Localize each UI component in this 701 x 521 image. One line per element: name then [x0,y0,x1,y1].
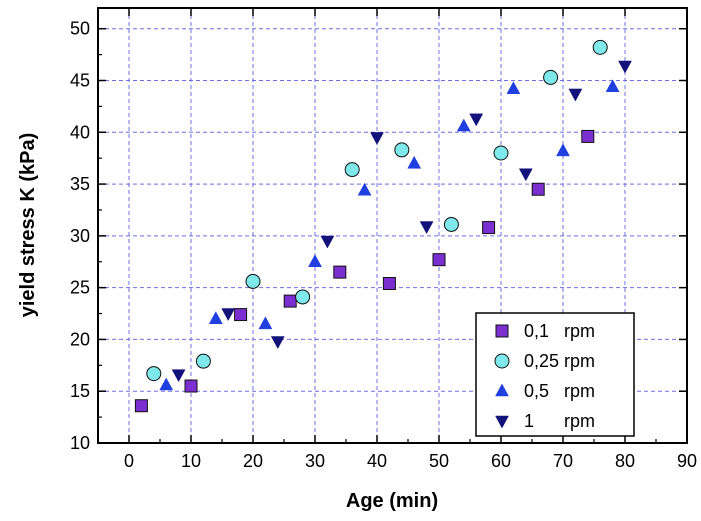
x-tick-label: 80 [615,451,635,471]
y-tick-label: 45 [70,71,90,91]
data-point [456,118,471,132]
y-tick-label: 25 [70,278,90,298]
x-tick-labels: 0 10 20 30 40 50 60 70 80 90 [124,451,697,471]
x-tick-label: 70 [553,451,573,471]
data-point [295,289,311,305]
y-tick-label: 15 [70,381,90,401]
data-point [432,253,446,267]
legend-marker [495,383,509,397]
y-tick-labels: 10 15 20 25 30 35 40 45 50 [70,19,90,453]
data-point [344,162,360,178]
y-tick-label: 10 [70,433,90,453]
x-tick-label: 0 [124,451,134,471]
data-point [469,113,484,127]
data-point [518,168,533,182]
data-point [543,69,559,85]
x-tick-label: 90 [677,451,697,471]
plot-frame [97,7,688,444]
data-point [556,143,570,157]
data-point [493,145,509,161]
data-point [208,311,223,324]
data-point [283,294,297,308]
y-axis-title: yield stress K (kPa) [17,133,39,318]
series-3 [159,79,620,391]
data-point [270,336,285,350]
legend-marker [495,415,509,429]
data-point [221,308,236,322]
data-point [308,254,322,267]
data-point [171,369,186,383]
legend-marker [495,324,509,338]
series-2 [146,39,608,382]
data-point [184,379,198,393]
y-tick-label: 40 [70,122,90,142]
data-point [407,155,422,169]
legend-label: 0,5 rpm [524,381,595,401]
data-point [245,273,261,289]
data-point [146,366,162,382]
data-points [134,39,632,413]
data-point [568,88,583,102]
y-tick-label: 50 [70,19,90,39]
data-point [482,221,496,235]
data-point [605,79,620,92]
series-1 [134,129,595,413]
data-point [581,129,595,143]
x-axis-title: Age (min) [346,490,438,512]
legend-label: 0,1 rpm [524,321,595,341]
data-point [592,39,608,55]
y-tick-label: 30 [70,226,90,246]
y-tick-label: 20 [70,329,90,349]
legend-marker [494,353,510,369]
data-point [618,60,632,74]
x-tick-label: 30 [305,451,325,471]
x-tick-label: 50 [429,451,449,471]
legend-label: 1 rpm [524,411,595,431]
data-point [382,277,396,290]
y-tick-label: 35 [70,174,90,194]
legend-label: 0,25 rpm [524,351,595,371]
data-point [531,182,545,196]
legend: 0,1 rpm 0,25 rpm 0,5 rpm 1 rpm [475,312,635,437]
data-point [320,235,335,249]
data-point [370,132,384,145]
data-point [443,216,459,232]
data-point [258,316,273,330]
x-tick-label: 10 [181,451,201,471]
data-point [357,182,372,196]
x-tick-label: 40 [367,451,387,471]
x-tick-label: 60 [491,451,511,471]
data-point [333,265,347,279]
series-4 [171,60,632,383]
data-point [134,399,148,413]
data-point [195,353,211,369]
data-point [394,142,410,158]
data-point [419,221,434,235]
x-tick-label: 20 [243,451,263,471]
data-point [506,81,521,95]
data-point [234,308,248,322]
data-point [159,377,174,391]
